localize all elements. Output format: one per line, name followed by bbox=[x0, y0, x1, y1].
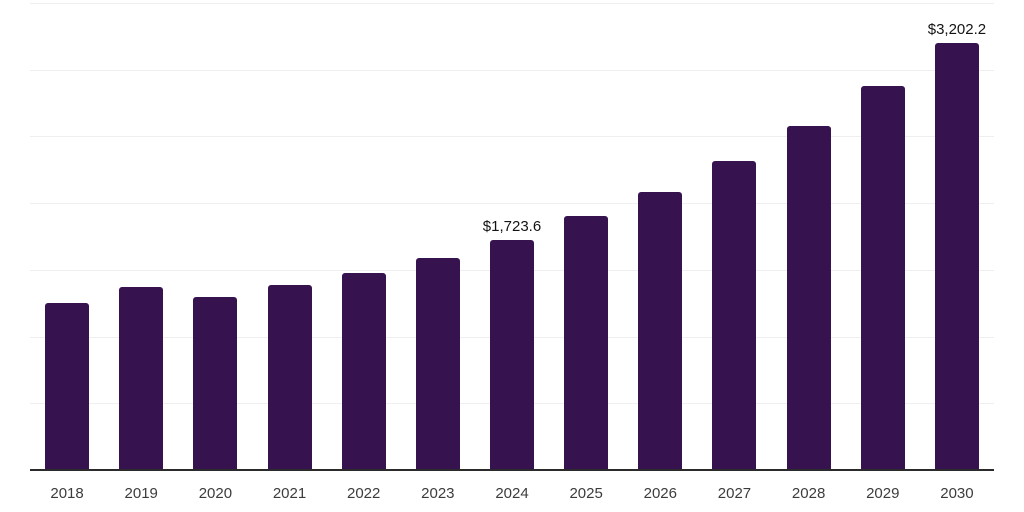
data-label-2030: $3,202.2 bbox=[927, 20, 987, 38]
gridline bbox=[30, 136, 994, 138]
x-tick-label: 2020 bbox=[198, 485, 233, 502]
bar-2030 bbox=[934, 42, 979, 470]
bar-2025 bbox=[564, 216, 609, 470]
gridline bbox=[30, 3, 994, 4]
x-tick-label: 2027 bbox=[717, 485, 752, 502]
x-tick-label: 2019 bbox=[124, 485, 158, 502]
bar-2023 bbox=[415, 257, 460, 470]
x-tick-label: 2024 bbox=[495, 485, 529, 502]
x-tick-label: 2029 bbox=[866, 485, 900, 502]
x-tick-label: 2018 bbox=[50, 485, 84, 502]
data-label-2024: $1,723.6 bbox=[482, 218, 542, 236]
bar-2021 bbox=[267, 285, 312, 470]
x-tick-label: 2021 bbox=[272, 485, 307, 502]
bar-2028 bbox=[786, 125, 831, 470]
bar-2018 bbox=[45, 302, 90, 470]
plot-area: $1,723.6 $3,202.2 bbox=[30, 0, 994, 471]
gridline bbox=[30, 203, 994, 205]
x-tick-label: 2023 bbox=[421, 485, 455, 502]
x-tick-label: 2028 bbox=[791, 485, 826, 502]
x-axis-line bbox=[30, 469, 994, 471]
x-tick-label: 2022 bbox=[347, 485, 381, 502]
gridline bbox=[30, 69, 994, 71]
bar-2027 bbox=[712, 161, 757, 470]
x-tick-label: 2030 bbox=[940, 485, 974, 502]
bar-2022 bbox=[341, 273, 386, 470]
bar-2019 bbox=[119, 287, 164, 470]
bar-2024 bbox=[490, 240, 534, 470]
bar-2029 bbox=[860, 85, 905, 470]
bar-2020 bbox=[193, 297, 238, 470]
bar-2026 bbox=[638, 192, 683, 470]
x-tick-label: 2026 bbox=[643, 485, 677, 502]
x-tick-label: 2025 bbox=[569, 485, 603, 502]
